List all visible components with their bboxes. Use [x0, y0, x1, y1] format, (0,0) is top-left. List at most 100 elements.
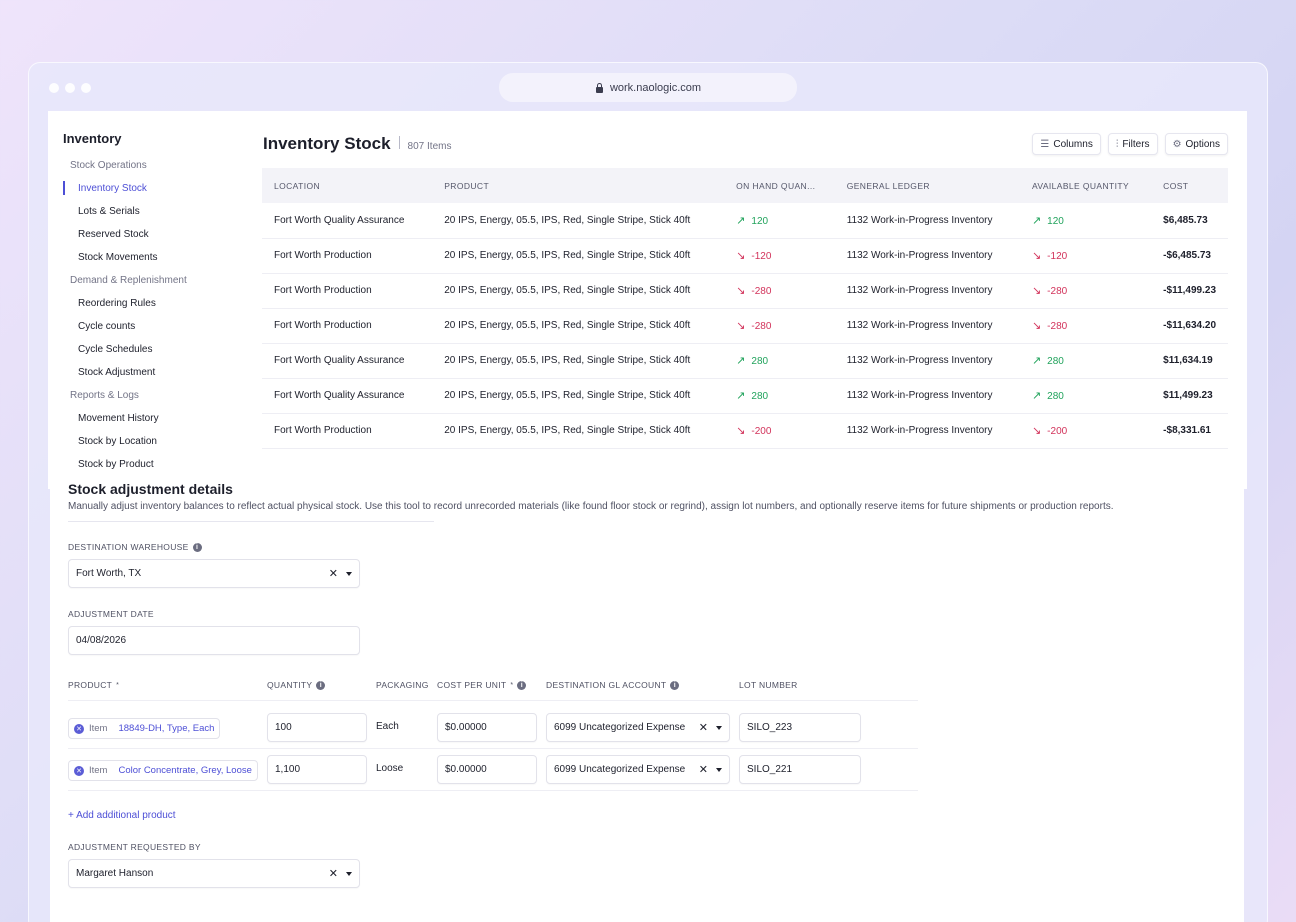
- options-button[interactable]: ⚙ Options: [1164, 133, 1228, 155]
- filters-button[interactable]: ⫶ Filters: [1107, 133, 1158, 155]
- column-header-on-hand[interactable]: ON HAND QUAN...: [724, 168, 835, 203]
- quantity-value: 280: [751, 391, 769, 402]
- requested-by-select[interactable]: Margaret Hanson ✕: [68, 859, 360, 888]
- chevron-down-icon[interactable]: [346, 571, 352, 576]
- arrow-up-right-icon: ↗: [736, 390, 746, 402]
- sidebar-item-cycle-schedules[interactable]: Cycle Schedules: [78, 344, 153, 355]
- sidebar-item-stock-movements[interactable]: Stock Movements: [78, 252, 158, 263]
- arrow-down-right-icon: ↘: [736, 250, 746, 262]
- clear-icon[interactable]: ✕: [328, 568, 338, 580]
- grid-divider: [68, 700, 918, 701]
- cell-cost: -$11,634.20: [1151, 308, 1228, 344]
- arrow-down-right-icon: ↘: [1031, 425, 1042, 437]
- cell-general-ledger: 1132 Work-in-Progress Inventory: [834, 238, 1020, 274]
- warehouse-select[interactable]: Fort Worth, TX ✕: [68, 559, 360, 588]
- sidebar-item-movement-history[interactable]: Movement History: [78, 413, 159, 424]
- column-header-location[interactable]: LOCATION: [262, 168, 433, 203]
- table-row[interactable]: Fort Worth Production 20 IPS, Energy, 05.…: [262, 308, 1228, 344]
- sidebar-item-reordering-rules[interactable]: Reordering Rules: [78, 298, 156, 309]
- gl-select[interactable]: 6099 Uncategorized Expense ✕: [546, 755, 730, 784]
- table-row[interactable]: Fort Worth Quality Assurance 20 IPS, Ener…: [262, 203, 1228, 239]
- quantity-header-text: QUANTITY: [267, 680, 313, 690]
- arrow-up-right-icon: ↗: [736, 214, 746, 227]
- clear-icon[interactable]: ✕: [698, 722, 708, 734]
- sidebar-item-stock-adjustment[interactable]: Stock Adjustment: [78, 367, 156, 378]
- window-dot-close[interactable]: [49, 83, 59, 93]
- sidebar-item-cycle-counts[interactable]: Cycle counts: [78, 321, 136, 332]
- product-header: PRODUCT *: [68, 680, 119, 690]
- packaging-value: Loose: [376, 763, 404, 774]
- column-header-cost[interactable]: COST: [1151, 168, 1228, 203]
- cost-header-text: COST PER UNIT: [437, 680, 507, 690]
- table-row[interactable]: Fort Worth Production 20 IPS, Energy, 05.…: [262, 413, 1228, 449]
- packaging-header-text: PACKAGING: [376, 680, 429, 690]
- lot-input[interactable]: SILO_221: [739, 755, 861, 784]
- cell-cost: -$8,331.61: [1151, 413, 1228, 449]
- window-dot-minimize[interactable]: [65, 83, 75, 93]
- chevron-down-icon[interactable]: [346, 871, 352, 876]
- lot-input[interactable]: SILO_223: [739, 713, 861, 742]
- arrow-up-right-icon: ↗: [1031, 214, 1042, 227]
- columns-button[interactable]: ☰ Columns: [1032, 133, 1101, 155]
- column-header-general-ledger[interactable]: GENERAL LEDGER: [834, 168, 1020, 203]
- add-product-button[interactable]: + Add additional product: [68, 810, 176, 821]
- gl-select[interactable]: 6099 Uncategorized Expense ✕: [546, 713, 730, 742]
- quantity-input[interactable]: 1,100: [267, 755, 367, 784]
- remove-icon[interactable]: ✕: [74, 723, 84, 734]
- sidebar-item-lots-serials[interactable]: Lots & Serials: [78, 206, 140, 217]
- filters-label: Filters: [1122, 138, 1150, 150]
- cell-on-hand: ↗ 280: [724, 343, 835, 379]
- cell-cost: $11,634.19: [1151, 343, 1228, 379]
- cost-input[interactable]: $0.00000: [437, 713, 537, 742]
- inventory-panel: Inventory Stock Operations Inventory Sto…: [48, 111, 1247, 489]
- arrow-down-right-icon: ↘: [736, 285, 746, 297]
- product-name: 18849-DH, Type, Each: [118, 723, 215, 734]
- arrow-up-right-icon: ↗: [1031, 355, 1042, 367]
- cell-general-ledger: 1132 Work-in-Progress Inventory: [834, 378, 1020, 414]
- clear-icon[interactable]: ✕: [698, 764, 708, 776]
- cell-cost: $6,485.73: [1151, 203, 1228, 239]
- product-chip[interactable]: ✕ Item 18849-DH, Type, Each: [68, 718, 221, 739]
- quantity-value: -200: [1047, 426, 1068, 437]
- table-row[interactable]: Fort Worth Quality Assurance 20 IPS, Ener…: [262, 343, 1228, 379]
- column-header-available[interactable]: AVAILABLE QUANTITY: [1019, 168, 1152, 203]
- sidebar-group-demand-replenishment: Demand & Replenishment: [70, 275, 187, 286]
- date-field[interactable]: 04/08/2026: [68, 626, 360, 655]
- table-row[interactable]: Fort Worth Quality Assurance 20 IPS, Ener…: [262, 378, 1228, 414]
- chevron-down-icon[interactable]: [716, 725, 722, 730]
- sidebar-group-stock-operations: Stock Operations: [70, 160, 147, 171]
- sidebar-item-stock-by-product[interactable]: Stock by Product: [78, 459, 154, 470]
- url-text: work.naologic.com: [609, 81, 702, 94]
- quantity-input[interactable]: 100: [267, 713, 367, 742]
- column-header-product[interactable]: PRODUCT: [432, 168, 725, 203]
- clear-icon[interactable]: ✕: [328, 868, 338, 880]
- sidebar-item-inventory-stock[interactable]: Inventory Stock: [63, 177, 248, 200]
- columns-label: Columns: [1053, 138, 1093, 150]
- product-chip[interactable]: ✕ Item Color Concentrate, Grey, Loose: [68, 760, 258, 781]
- table-row[interactable]: Fort Worth Production 20 IPS, Energy, 05.…: [262, 273, 1228, 309]
- quantity-header: QUANTITY i: [267, 680, 326, 690]
- window-dot-maximize[interactable]: [81, 83, 91, 93]
- remove-icon[interactable]: ✕: [74, 765, 84, 776]
- info-icon[interactable]: i: [517, 680, 527, 690]
- info-icon[interactable]: i: [316, 680, 326, 690]
- info-icon[interactable]: i: [670, 680, 680, 690]
- sliders-icon: ⫶: [1115, 138, 1119, 150]
- quantity-value: -200: [751, 426, 772, 437]
- cell-on-hand: ↘ -120: [724, 238, 835, 274]
- warehouse-label-text: DESTINATION WAREHOUSE: [68, 542, 189, 552]
- chevron-down-icon[interactable]: [716, 767, 722, 772]
- info-icon[interactable]: i: [192, 542, 202, 552]
- cost-input[interactable]: $0.00000: [437, 755, 537, 784]
- cell-available: ↘ -200: [1019, 413, 1152, 449]
- table-row[interactable]: Fort Worth Production 20 IPS, Energy, 05.…: [262, 238, 1228, 274]
- cell-available: ↘ -120: [1019, 238, 1152, 274]
- cell-on-hand: ↘ -280: [724, 273, 835, 309]
- address-bar[interactable]: work.naologic.com: [499, 73, 797, 102]
- sidebar-group-reports-logs: Reports & Logs: [70, 390, 139, 401]
- cell-product: 20 IPS, Energy, 05.5, IPS, Red, Single S…: [432, 413, 725, 449]
- sidebar-item-reserved-stock[interactable]: Reserved Stock: [78, 229, 149, 240]
- grid-divider: [68, 748, 918, 749]
- sidebar-item-stock-by-location[interactable]: Stock by Location: [78, 436, 157, 447]
- inventory-table: LOCATION PRODUCT ON HAND QUAN... GENERAL…: [262, 168, 1228, 449]
